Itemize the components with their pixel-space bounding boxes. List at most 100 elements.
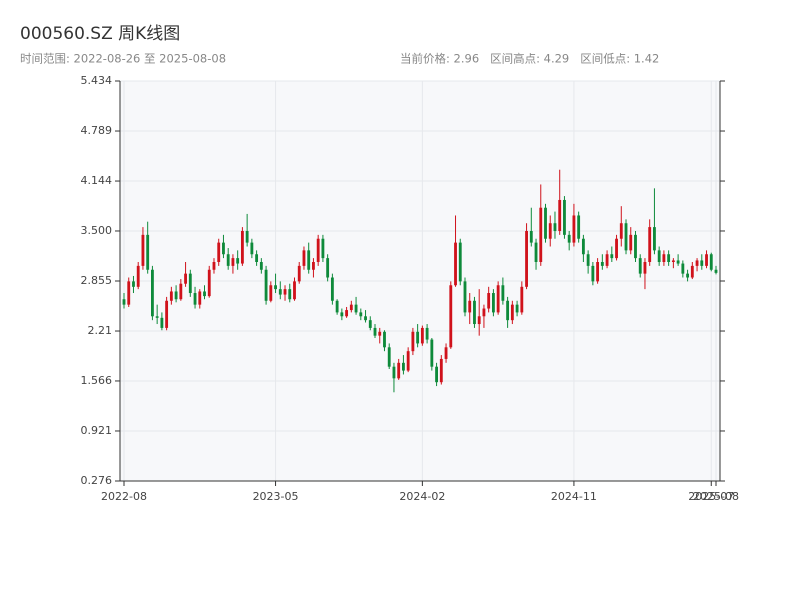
candle-body [255, 254, 259, 263]
x-tick-label: 2024-11 [551, 490, 597, 503]
candle-body [510, 304, 514, 321]
y-tick-label: 4.144 [81, 174, 113, 187]
y-tick-label: 1.566 [81, 374, 113, 387]
candle-body [349, 304, 353, 311]
price-info: 当前价格: 2.96 区间高点: 4.29 区间低点: 1.42 [400, 52, 659, 66]
candle-body [307, 250, 311, 270]
candle-body [468, 300, 472, 313]
candle-body [383, 331, 386, 348]
candle-body [520, 286, 524, 313]
candle-body [373, 327, 377, 336]
chart-title: 000560.SZ 周K线图 [20, 24, 180, 44]
y-tick-label: 3.500 [81, 224, 113, 237]
candle-body [624, 223, 628, 251]
candle-body [231, 258, 235, 266]
candle-body [449, 285, 453, 348]
candle-body [657, 250, 661, 263]
candle-body [335, 300, 339, 313]
candle-body [634, 234, 637, 259]
candle-body [629, 234, 633, 251]
candle-body [506, 300, 510, 321]
candle-body [420, 327, 424, 344]
candle-body [615, 238, 618, 259]
candle-body [705, 254, 708, 266]
candle-body [534, 242, 538, 263]
candle-body [454, 242, 457, 286]
candle-body [274, 285, 277, 290]
candle-body [477, 316, 481, 325]
candle-body [435, 366, 438, 383]
candle-body [141, 234, 145, 266]
candle-body [364, 316, 367, 321]
y-tick-label: 0.276 [81, 474, 113, 487]
candle-body [155, 316, 159, 318]
x-tick-label: 2025-08 [693, 490, 739, 503]
candle-body [619, 223, 623, 239]
candle-body [278, 289, 282, 295]
candle-body [544, 207, 547, 239]
candle-body [600, 262, 604, 266]
candle-body [165, 300, 169, 328]
candle-body [397, 362, 401, 379]
candle-body [264, 269, 268, 301]
candle-body [169, 291, 173, 301]
candle-body [501, 285, 505, 301]
y-tick-label: 5.434 [81, 74, 113, 87]
candle-body [529, 230, 533, 243]
y-tick-label: 4.789 [81, 124, 113, 137]
candle-body [586, 254, 590, 266]
candle-body [406, 351, 410, 371]
candle-body [250, 242, 254, 255]
candle-body [207, 269, 211, 297]
candle-body [671, 260, 675, 263]
candle-body [136, 265, 140, 287]
candle-body [567, 234, 571, 243]
candle-body [269, 285, 273, 301]
chart-subtitle: 时间范围: 2022-08-26 至 2025-08-08 [20, 52, 226, 66]
candle-body [297, 265, 301, 282]
candle-body [539, 207, 543, 263]
candle-body [368, 320, 372, 328]
candle-body [245, 230, 249, 243]
candle-body [222, 242, 225, 255]
candle-body [458, 242, 462, 282]
x-tick-label: 2024-02 [399, 490, 445, 503]
x-tick-label: 2023-05 [253, 490, 299, 503]
candle-body [198, 291, 202, 305]
candle-body [681, 263, 685, 274]
candle-body [283, 289, 287, 295]
candle-body [444, 347, 448, 359]
candle-body [667, 254, 671, 263]
candle-body [676, 260, 680, 264]
candle-body [686, 273, 690, 278]
candle-body [378, 331, 382, 336]
candle-body [259, 262, 263, 270]
candle-body [411, 331, 415, 352]
candle-body [150, 269, 154, 317]
candle-body [326, 258, 330, 278]
candle-body [160, 317, 164, 328]
y-tick-label: 0.921 [81, 424, 113, 437]
candle-body [690, 265, 694, 278]
candle-body [648, 227, 652, 263]
y-tick-label: 2.21 [88, 324, 113, 337]
candle-body [321, 238, 325, 259]
candle-body [184, 273, 187, 284]
candle-body [212, 262, 216, 270]
candle-body [293, 281, 296, 300]
candle-body [605, 254, 609, 266]
candle-body [473, 300, 476, 325]
candle-body [193, 293, 197, 305]
candle-body [146, 234, 150, 270]
candle-body [700, 260, 704, 266]
candle-body [548, 223, 552, 239]
candle-body [288, 289, 292, 300]
candle-body [340, 312, 344, 317]
candle-body [240, 230, 244, 264]
candle-body [359, 312, 363, 317]
candle-body [236, 258, 240, 264]
candle-body [330, 277, 334, 301]
candle-body [491, 293, 495, 313]
candle-body [638, 258, 642, 274]
